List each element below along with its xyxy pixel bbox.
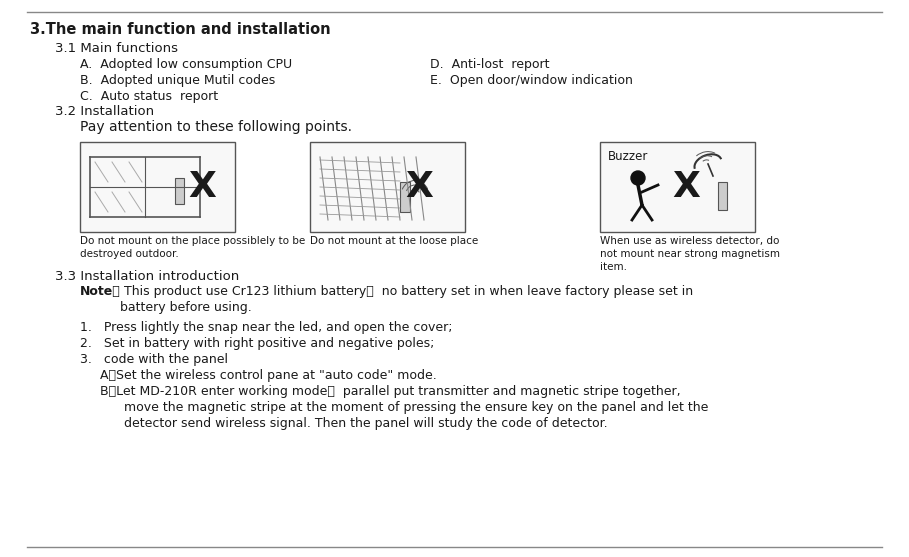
Text: Pay attention to these following points.: Pay attention to these following points. bbox=[80, 120, 352, 134]
Bar bbox=[310, 142, 465, 232]
Text: 3.3 Installation introduction: 3.3 Installation introduction bbox=[55, 270, 239, 283]
Text: X: X bbox=[405, 170, 433, 204]
Text: D.  Anti-lost  report: D. Anti-lost report bbox=[430, 58, 550, 71]
Text: C.  Auto status  report: C. Auto status report bbox=[80, 90, 218, 103]
Bar bbox=[175, 178, 184, 204]
Text: Do not mount at the loose place: Do not mount at the loose place bbox=[310, 236, 478, 246]
Text: A.  Adopted low consumption CPU: A. Adopted low consumption CPU bbox=[80, 58, 292, 71]
Text: This product use Cr123 lithium battery，  no battery set in when leave factory pl: This product use Cr123 lithium battery， … bbox=[116, 285, 694, 298]
Text: 3.2 Installation: 3.2 Installation bbox=[55, 105, 155, 118]
Text: move the magnetic stripe at the moment of pressing the ensure key on the panel a: move the magnetic stripe at the moment o… bbox=[100, 401, 708, 414]
Text: 3.1 Main functions: 3.1 Main functions bbox=[55, 42, 178, 55]
Circle shape bbox=[631, 171, 645, 185]
Text: X: X bbox=[188, 170, 215, 204]
Text: Do not mount on the place possiblely to be
destroyed outdoor.: Do not mount on the place possiblely to … bbox=[80, 236, 305, 259]
Text: Buzzer: Buzzer bbox=[608, 150, 648, 163]
Text: Note：: Note： bbox=[80, 285, 121, 298]
Bar bbox=[600, 142, 755, 232]
Text: 3.The main function and installation: 3.The main function and installation bbox=[30, 22, 331, 37]
Bar bbox=[718, 182, 727, 210]
Text: detector send wireless signal. Then the panel will study the code of detector.: detector send wireless signal. Then the … bbox=[100, 417, 607, 430]
Text: 1.   Press lightly the snap near the led, and open the cover;: 1. Press lightly the snap near the led, … bbox=[80, 321, 453, 334]
Text: 3.   code with the panel: 3. code with the panel bbox=[80, 353, 228, 366]
Bar bbox=[80, 142, 235, 232]
Text: 2.   Set in battery with right positive and negative poles;: 2. Set in battery with right positive an… bbox=[80, 337, 435, 350]
Text: A、Set the wireless control pane at "auto code" mode.: A、Set the wireless control pane at "auto… bbox=[100, 369, 436, 382]
Text: B.  Adopted unique Mutil codes: B. Adopted unique Mutil codes bbox=[80, 74, 275, 87]
Bar bbox=[400, 182, 410, 212]
Text: battery before using.: battery before using. bbox=[80, 301, 252, 314]
Text: E.  Open door/window indication: E. Open door/window indication bbox=[430, 74, 633, 87]
Text: When use as wireless detector, do
not mount near strong magnetism
item.: When use as wireless detector, do not mo… bbox=[600, 236, 780, 272]
Text: B、Let MD-210R enter working mode，  parallel put transmitter and magnetic stripe : B、Let MD-210R enter working mode， parall… bbox=[100, 385, 681, 398]
Text: X: X bbox=[672, 170, 700, 204]
